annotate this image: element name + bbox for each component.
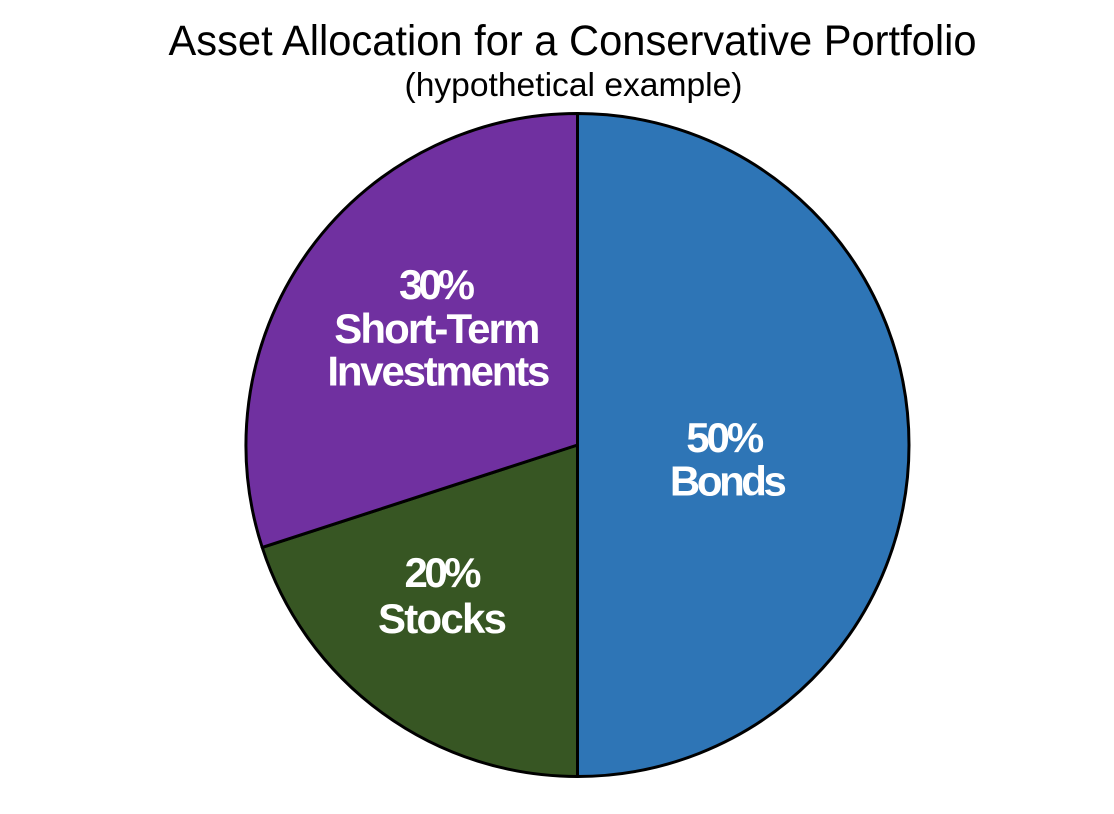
svg-text:Stocks: Stocks — [378, 595, 507, 642]
svg-text:30%: 30% — [399, 261, 475, 308]
svg-text:Investments: Investments — [327, 348, 550, 395]
svg-text:50%: 50% — [686, 414, 764, 461]
svg-text:Bonds: Bonds — [670, 458, 787, 505]
svg-text:Short-Term: Short-Term — [334, 305, 540, 352]
svg-text:20%: 20% — [405, 549, 482, 596]
svg-text:(hypothetical example): (hypothetical example) — [405, 66, 743, 103]
svg-text:Asset Allocation for a Conserv: Asset Allocation for a Conservative Port… — [169, 17, 977, 65]
